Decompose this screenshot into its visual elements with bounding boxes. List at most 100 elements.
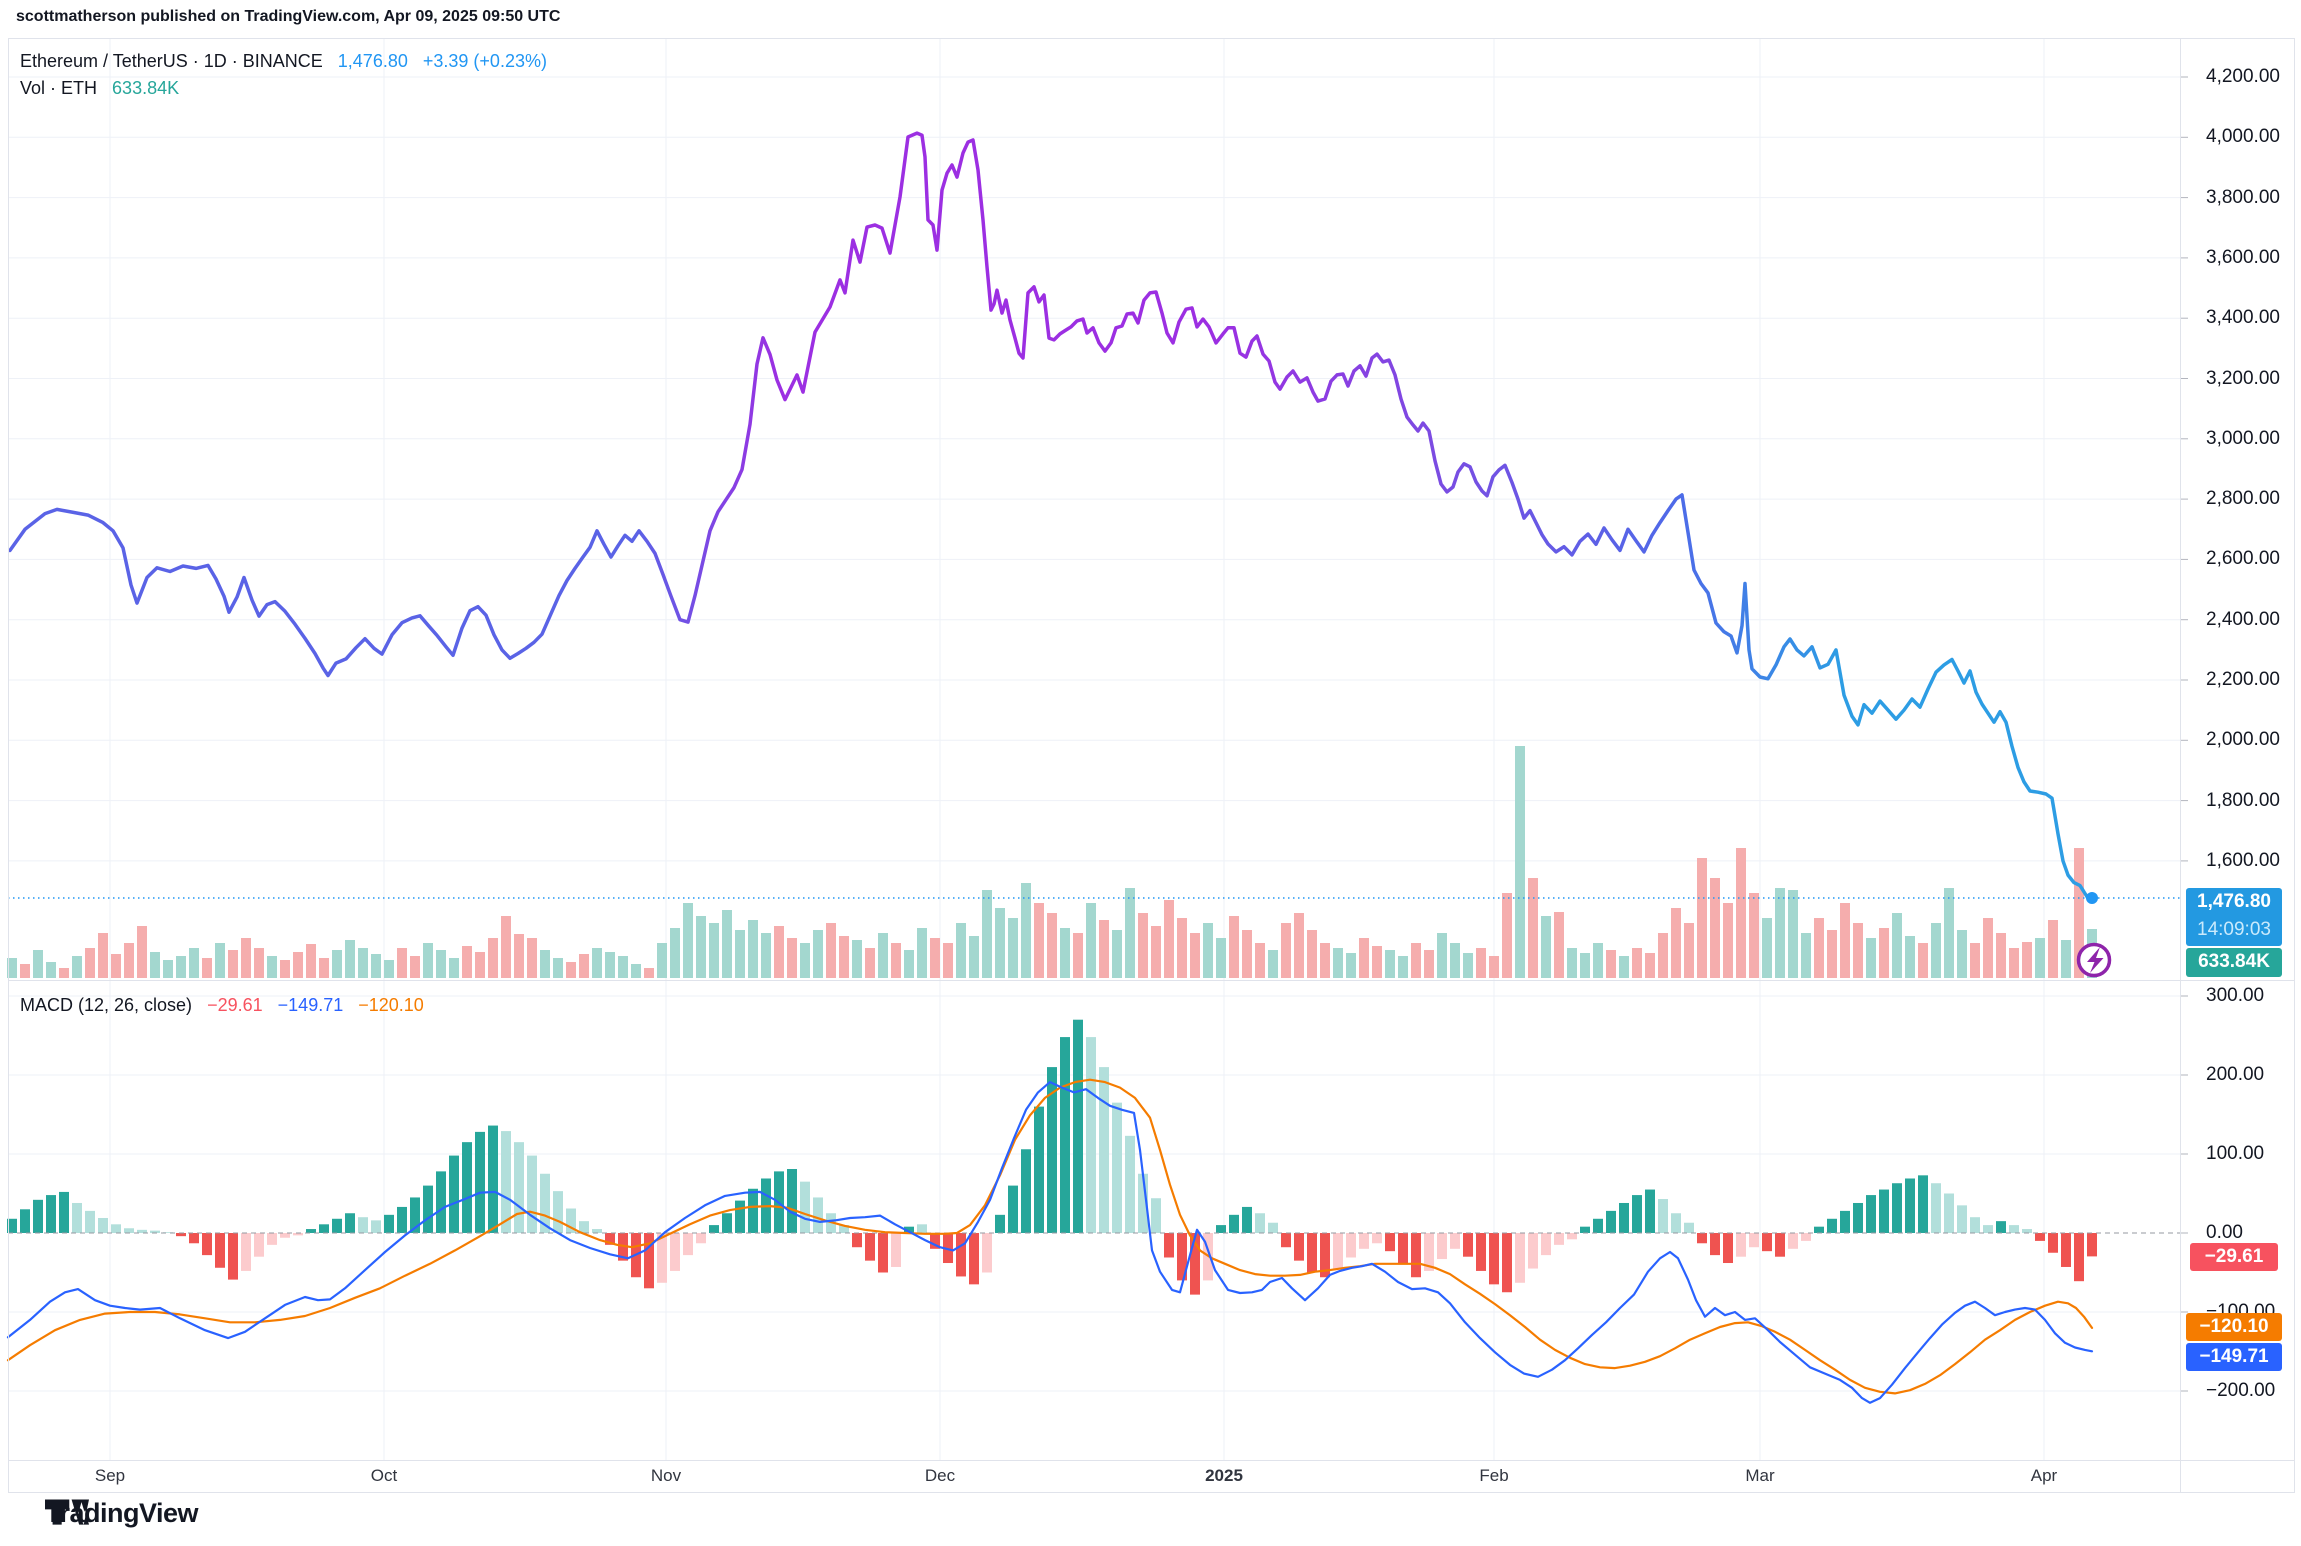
volume-bar bbox=[371, 954, 381, 978]
volume-bar bbox=[1944, 888, 1954, 978]
macd-hist-bar bbox=[1840, 1210, 1850, 1233]
macd-hist-bar bbox=[1411, 1233, 1421, 1278]
volume-bar bbox=[1463, 953, 1473, 978]
volume-bar bbox=[553, 958, 563, 978]
volume-bar bbox=[189, 948, 199, 978]
chart-top-border bbox=[8, 38, 2295, 39]
volume-bar bbox=[904, 950, 914, 978]
volume-bar bbox=[72, 956, 82, 978]
macd-axis-label: 0.00 bbox=[2206, 1222, 2243, 1243]
macd-hist-bar bbox=[540, 1173, 550, 1233]
macd-hist-bar bbox=[1385, 1233, 1395, 1252]
volume-bar bbox=[917, 928, 927, 978]
macd-hist-bar bbox=[371, 1220, 381, 1233]
lightning-icon bbox=[2076, 942, 2112, 978]
volume-bar bbox=[1112, 930, 1122, 978]
volume-bar bbox=[540, 950, 550, 978]
macd-hist-bar bbox=[254, 1233, 264, 1257]
volume-bar bbox=[1008, 918, 1018, 978]
macd-hist-bar bbox=[1463, 1233, 1473, 1257]
macd-hist-bar bbox=[72, 1202, 82, 1233]
macd-hist-bar bbox=[20, 1209, 30, 1233]
price-axis-label: 1,800.00 bbox=[2206, 789, 2280, 811]
tradingview-logo[interactable]: TradingView bbox=[45, 1498, 199, 1529]
volume-bar bbox=[735, 930, 745, 978]
macd-hist-bar bbox=[1983, 1225, 1993, 1233]
tradingview-logo-text: TradingView bbox=[45, 1498, 199, 1528]
macd-hist-bar bbox=[748, 1188, 758, 1233]
volume-bar bbox=[384, 960, 394, 978]
macd-hist-bar bbox=[1931, 1183, 1941, 1233]
macd-hist-bar bbox=[1372, 1233, 1382, 1244]
volume-bar bbox=[865, 948, 875, 978]
volume-bar bbox=[2035, 938, 2045, 978]
legend-last-price: 1,476.80 bbox=[337, 51, 408, 71]
volume-bar bbox=[345, 940, 355, 978]
volume-bar bbox=[579, 954, 589, 978]
macd-legend-row[interactable]: MACD (12, 26, close) −29.61 −149.71 −120… bbox=[20, 995, 424, 1016]
volume-bar bbox=[1307, 930, 1317, 978]
time-axis-label: Feb bbox=[1479, 1466, 1509, 1485]
volume-bar bbox=[1593, 943, 1603, 978]
macd-hist-bar bbox=[319, 1224, 329, 1233]
macd-hist-bar bbox=[1190, 1233, 1200, 1295]
volume-bar bbox=[1710, 878, 1720, 978]
volume-legend-row[interactable]: Vol · ETH 633.84K bbox=[20, 78, 179, 99]
volume-bar bbox=[995, 908, 1005, 978]
macd-hist-bar bbox=[1307, 1233, 1317, 1273]
macd-hist-bar bbox=[1814, 1226, 1824, 1233]
macd-hist-bar bbox=[1918, 1175, 1928, 1233]
macd-hist-bar bbox=[488, 1125, 498, 1233]
macd-hist-bar bbox=[228, 1233, 238, 1280]
pane-separator[interactable] bbox=[8, 980, 2295, 981]
macd-hist-bar bbox=[904, 1226, 914, 1233]
volume-bar bbox=[488, 938, 498, 978]
volume-bar bbox=[1138, 913, 1148, 978]
volume-bar bbox=[1216, 938, 1226, 978]
volume-bar bbox=[683, 903, 693, 978]
macd-hist-bar bbox=[1320, 1233, 1330, 1278]
macd-hist-bar bbox=[1710, 1233, 1720, 1256]
macd-hist-bar bbox=[1242, 1206, 1252, 1233]
macd-hist-bar bbox=[1398, 1233, 1408, 1265]
bar-countdown: 14:09:03 bbox=[2197, 919, 2271, 940]
macd-hist-bar bbox=[852, 1233, 862, 1248]
symbol-title: Ethereum / TetherUS · 1D · BINANCE bbox=[20, 51, 323, 71]
volume-bar bbox=[1554, 912, 1564, 978]
symbol-legend-row[interactable]: Ethereum / TetherUS · 1D · BINANCE 1,476… bbox=[20, 51, 547, 72]
volume-bar bbox=[46, 962, 56, 978]
volume-bar bbox=[748, 920, 758, 978]
volume-bar bbox=[1788, 890, 1798, 978]
volume-bar bbox=[1346, 953, 1356, 978]
volume-bar bbox=[1242, 930, 1252, 978]
macd-hist-bar bbox=[423, 1185, 433, 1233]
volume-bar bbox=[514, 934, 524, 978]
volume-bar bbox=[527, 938, 537, 978]
price-axis-label: 4,200.00 bbox=[2206, 66, 2280, 87]
volume-bar bbox=[839, 936, 849, 978]
volume-bar bbox=[202, 958, 212, 978]
volume-bar bbox=[1996, 933, 2006, 978]
volume-bar bbox=[59, 968, 69, 978]
macd-hist-bar bbox=[1216, 1225, 1226, 1233]
macd-hist-bar bbox=[1827, 1218, 1837, 1233]
volume-bar bbox=[280, 960, 290, 978]
macd-hist-bar bbox=[7, 1218, 17, 1233]
price-scale-border[interactable] bbox=[2180, 38, 2181, 1492]
macd-hist-bar bbox=[657, 1233, 667, 1283]
volume-bar bbox=[1567, 948, 1577, 978]
volume-bar bbox=[1632, 948, 1642, 978]
macd-hist-bar bbox=[1645, 1189, 1655, 1233]
macd-hist-bar bbox=[956, 1233, 966, 1277]
volume-bar bbox=[1034, 903, 1044, 978]
price-axis-label: 4,000.00 bbox=[2206, 126, 2280, 148]
volume-bar bbox=[1164, 900, 1174, 978]
volume-bar bbox=[1697, 858, 1707, 978]
macd-hist-bar bbox=[1424, 1233, 1434, 1271]
macd-hist-bar bbox=[982, 1233, 992, 1273]
macd-hist-bar bbox=[514, 1142, 524, 1233]
macd-hist-bar bbox=[46, 1195, 56, 1233]
volume-bar bbox=[1125, 888, 1135, 978]
macd-hist-bar bbox=[1112, 1102, 1122, 1233]
